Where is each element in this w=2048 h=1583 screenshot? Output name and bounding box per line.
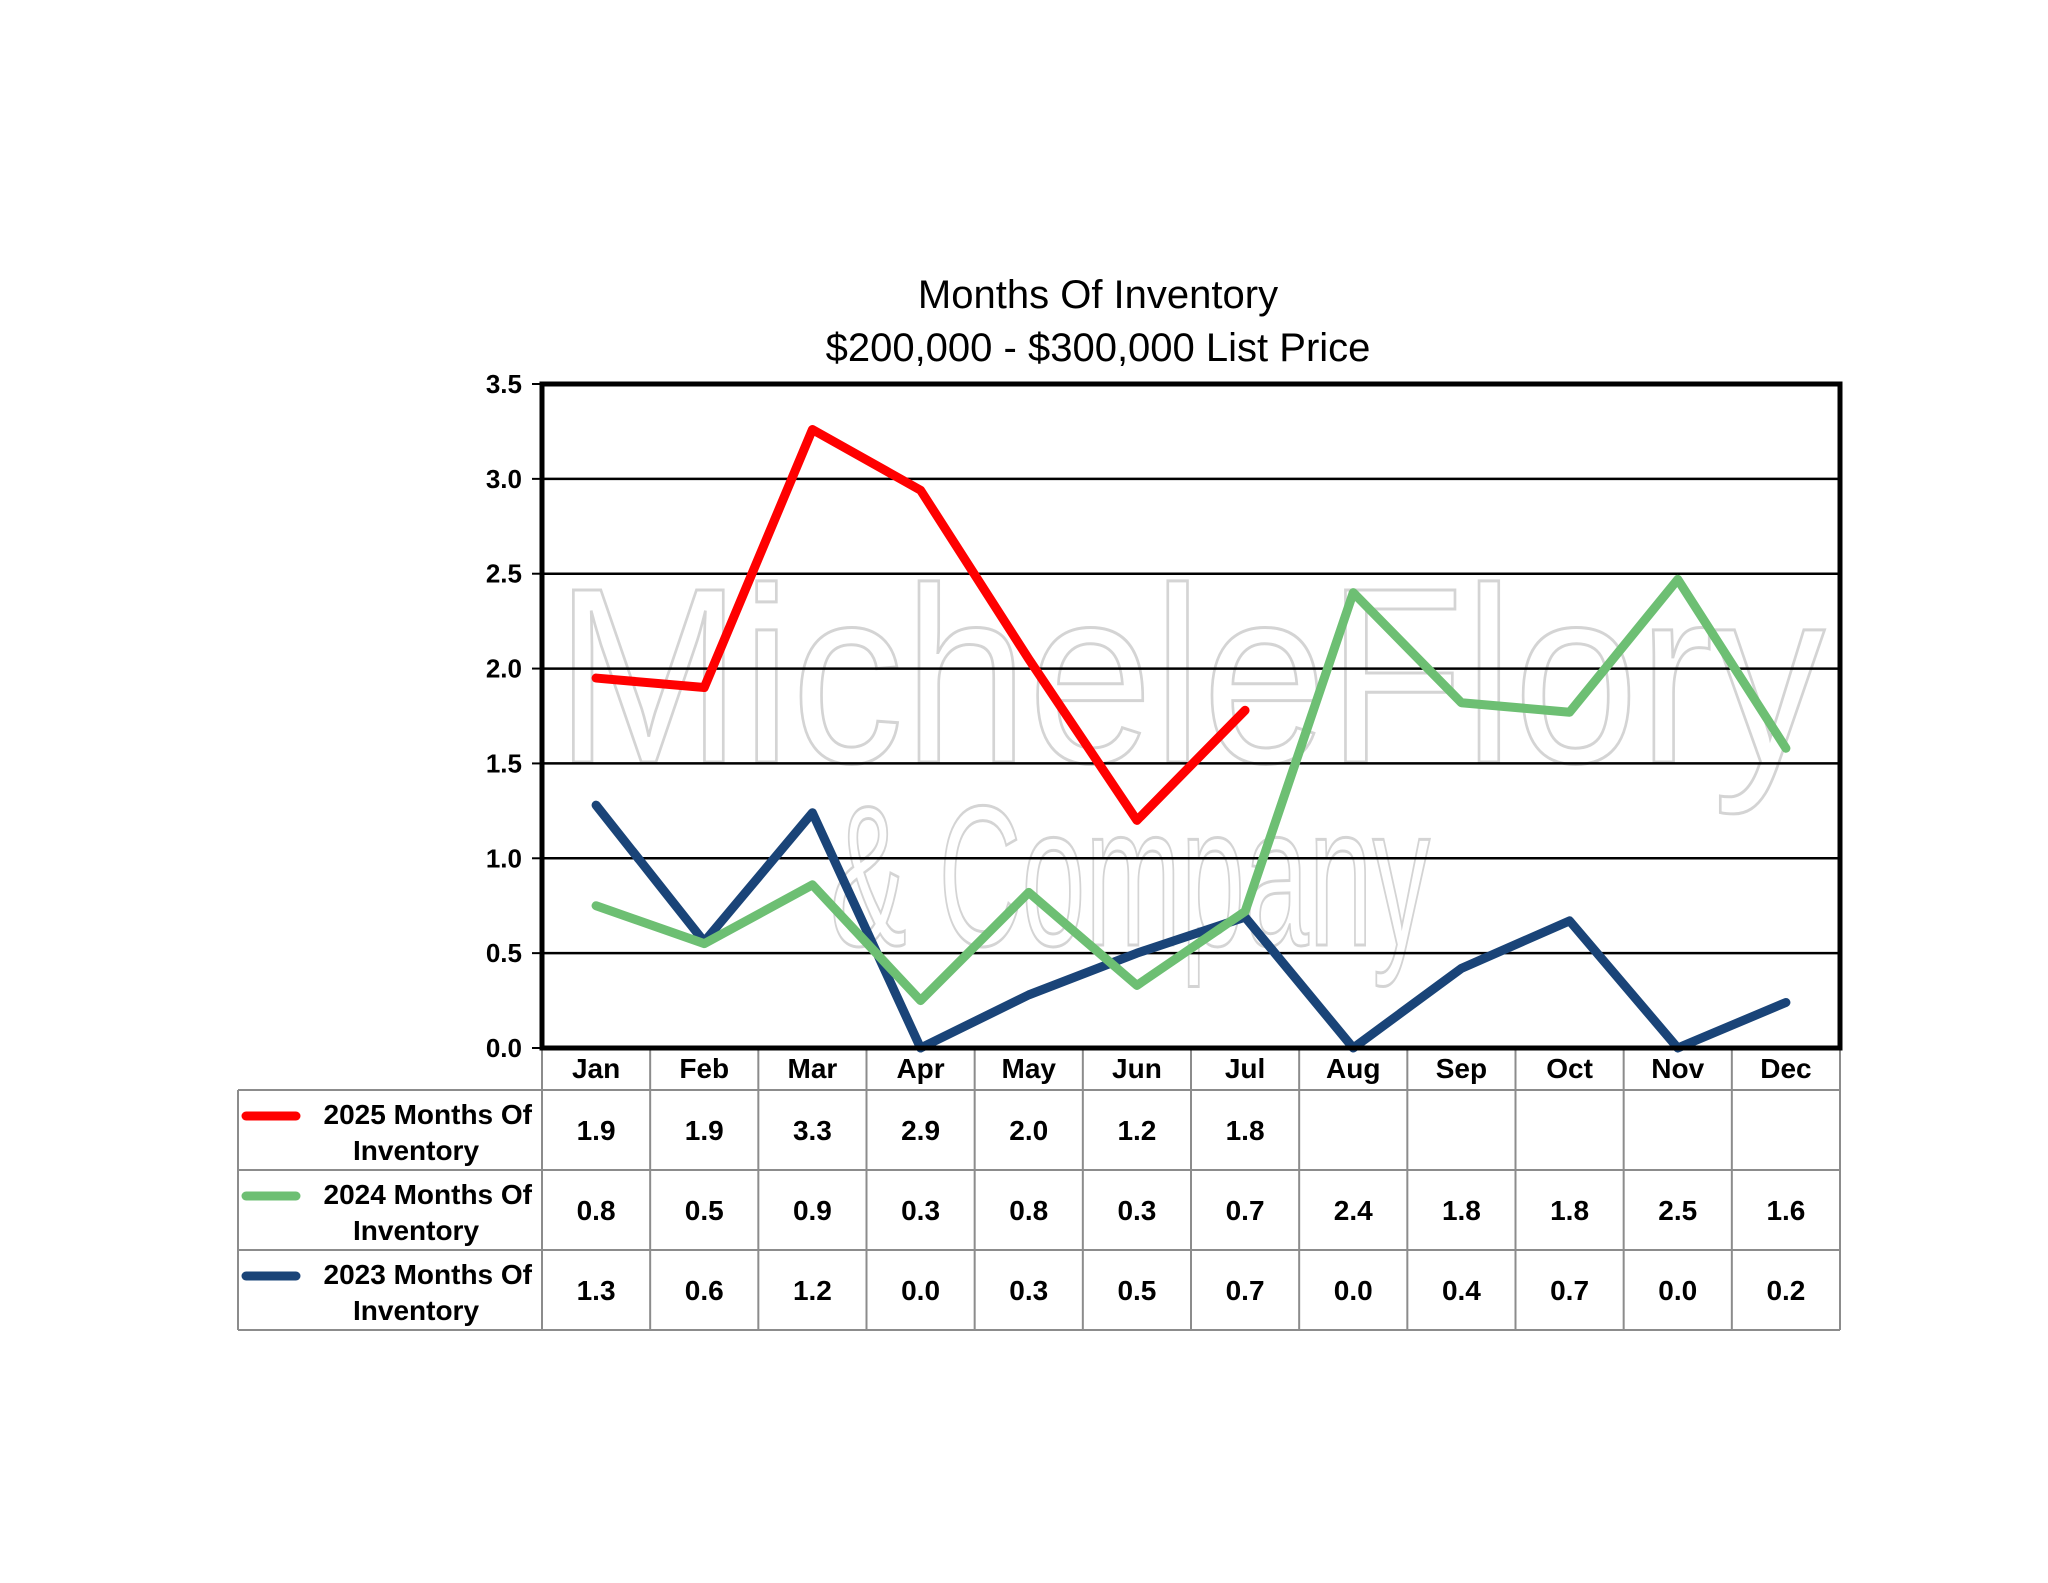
y-tick-label: 1.0 bbox=[486, 843, 522, 873]
data-label: 1.3 bbox=[577, 1275, 616, 1306]
y-tick-label: 0.5 bbox=[486, 938, 522, 968]
y-tick-label: 0.0 bbox=[486, 1033, 522, 1063]
data-label: 0.8 bbox=[1009, 1195, 1048, 1226]
data-label: 0.6 bbox=[685, 1275, 724, 1306]
legend-label: Inventory bbox=[353, 1135, 479, 1166]
category-label: Jan bbox=[572, 1053, 620, 1084]
data-label: 2.9 bbox=[901, 1115, 940, 1146]
category-label: Dec bbox=[1760, 1053, 1811, 1084]
data-label: 0.5 bbox=[685, 1195, 724, 1226]
data-label: 0.8 bbox=[577, 1195, 616, 1226]
legend-label: 2024 Months Of bbox=[324, 1179, 533, 1210]
category-label: Aug bbox=[1326, 1053, 1380, 1084]
category-label: Apr bbox=[896, 1053, 944, 1084]
series-line bbox=[591, 800, 1791, 1053]
data-label: 2.5 bbox=[1658, 1195, 1697, 1226]
data-label: 1.8 bbox=[1226, 1115, 1265, 1146]
y-tick-label: 3.5 bbox=[486, 369, 522, 399]
data-label: 0.0 bbox=[1334, 1275, 1373, 1306]
data-label: 1.2 bbox=[1117, 1115, 1156, 1146]
data-label: 0.3 bbox=[1117, 1195, 1156, 1226]
category-label: Oct bbox=[1546, 1053, 1593, 1084]
data-label: 3.3 bbox=[793, 1115, 832, 1146]
category-label: Jun bbox=[1112, 1053, 1162, 1084]
data-label: 0.9 bbox=[793, 1195, 832, 1226]
category-label: Mar bbox=[788, 1053, 838, 1084]
data-label: 0.7 bbox=[1550, 1275, 1589, 1306]
data-label: 0.5 bbox=[1117, 1275, 1156, 1306]
data-label: 1.2 bbox=[793, 1275, 832, 1306]
data-label: 1.6 bbox=[1766, 1195, 1805, 1226]
legend-label: Inventory bbox=[353, 1295, 479, 1326]
y-tick-label: 2.0 bbox=[486, 654, 522, 684]
data-label: 1.9 bbox=[685, 1115, 724, 1146]
series-line bbox=[591, 425, 1250, 825]
data-label: 0.0 bbox=[1658, 1275, 1697, 1306]
data-label: 0.2 bbox=[1766, 1275, 1805, 1306]
data-label: 1.8 bbox=[1442, 1195, 1481, 1226]
category-label: Nov bbox=[1651, 1053, 1704, 1084]
data-label: 0.4 bbox=[1442, 1275, 1481, 1306]
data-label: 0.7 bbox=[1226, 1275, 1265, 1306]
y-tick-label: 1.5 bbox=[486, 748, 522, 778]
data-label: 1.9 bbox=[577, 1115, 616, 1146]
series-lines bbox=[591, 425, 1791, 1053]
data-label: 0.7 bbox=[1226, 1195, 1265, 1226]
data-label: 0.3 bbox=[1009, 1275, 1048, 1306]
legend-label: 2025 Months Of bbox=[324, 1099, 533, 1130]
plot-area-border bbox=[539, 381, 1843, 1051]
data-label: 0.3 bbox=[901, 1195, 940, 1226]
category-label: Jul bbox=[1225, 1053, 1265, 1084]
legend-label: Inventory bbox=[353, 1215, 479, 1246]
category-label: Sep bbox=[1436, 1053, 1487, 1084]
data-table: Jan Feb Mar Apr May Jun Jul Aug Sep Oct Nov Dec 2025… bbox=[237, 1048, 1841, 1331]
category-label: May bbox=[1002, 1053, 1057, 1084]
y-tick-label: 3.0 bbox=[486, 464, 522, 494]
chart-subtitle: $200,000 - $300,000 List Price bbox=[826, 326, 1371, 370]
data-label: 2.4 bbox=[1334, 1195, 1373, 1226]
legend-label: 2023 Months Of bbox=[324, 1259, 533, 1290]
chart-title: Months Of Inventory bbox=[918, 273, 1278, 317]
y-axis: 0.0 0.5 1.0 1.5 2.0 2.5 3.0 3.5 bbox=[486, 369, 542, 1063]
data-label: 0.0 bbox=[901, 1275, 940, 1306]
data-label: 2.0 bbox=[1009, 1115, 1048, 1146]
category-label: Feb bbox=[679, 1053, 729, 1084]
data-label: 1.8 bbox=[1550, 1195, 1589, 1226]
y-tick-label: 2.5 bbox=[486, 559, 522, 589]
series-line bbox=[591, 574, 1791, 1006]
